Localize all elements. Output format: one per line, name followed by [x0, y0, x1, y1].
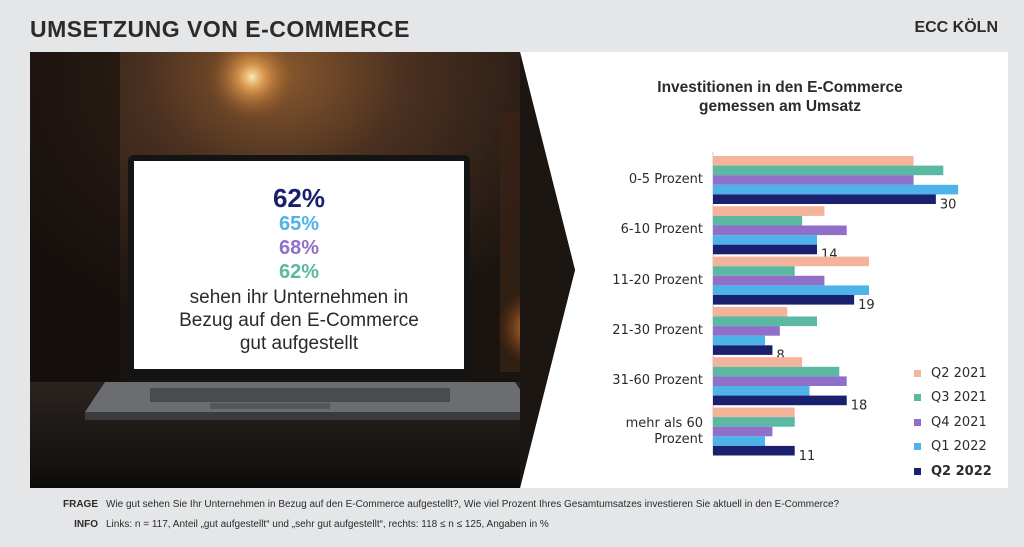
- category-label-line: 31-60 Prozent: [612, 373, 703, 389]
- caption-line: Bezug auf den E-Commerce: [179, 310, 419, 331]
- bar-q3-2021: [713, 215, 803, 226]
- bar-q3-2021: [713, 366, 840, 377]
- caption-line: sehen ihr Unternehmen in: [189, 287, 409, 308]
- legend-swatch: [914, 443, 921, 451]
- frage-text: Wie gut sehen Sie Ihr Unternehmen in Bez…: [106, 498, 840, 510]
- legend-swatch: [914, 394, 921, 402]
- legend-item: Q2 2021: [914, 361, 992, 386]
- category-label: 6-10 Prozent: [621, 222, 703, 238]
- info-key: INFO: [74, 518, 98, 530]
- category-label-line: 21-30 Prozent: [612, 322, 703, 338]
- data-label: 18: [851, 399, 868, 414]
- bar-q1-2022: [713, 235, 817, 245]
- bar-q4-2021: [713, 326, 780, 336]
- stat-q4-2021: 68%: [278, 237, 320, 259]
- legend-label: Q1 2022: [931, 439, 987, 455]
- bar-q4-2021: [713, 275, 825, 286]
- brand-logo: ECC KÖLN: [914, 19, 998, 36]
- bar-q2-2021: [713, 256, 869, 267]
- bar-q3-2021: [713, 316, 817, 327]
- bar-q3-2021: [713, 266, 795, 276]
- bar-q3-2021: [713, 165, 944, 176]
- bar-q3-2021: [713, 417, 795, 427]
- bar-q2-2021: [713, 357, 803, 367]
- bar-q2-2021: [713, 156, 914, 166]
- bar-q2-2022: [713, 395, 847, 406]
- bar-q1-2022: [713, 285, 869, 295]
- footer: FRAGE Wie gut sehen Sie Ihr Unternehmen …: [30, 494, 1008, 534]
- chart-title: Investitionen in den E-Commerce gemessen…: [620, 78, 940, 116]
- stat-q1-2022: 65%: [278, 213, 320, 235]
- screen-caption: sehen ihr Unternehmen in Bezug auf den E…: [134, 286, 464, 355]
- category-label-line: 6-10 Prozent: [620, 222, 703, 238]
- footer-info: INFO Links: n = 117, Anteil „gut aufgest…: [30, 514, 1008, 534]
- category-label: mehr als 60 Prozent: [626, 416, 703, 448]
- data-label: 8: [776, 348, 784, 363]
- legend-item: Q3 2021: [914, 386, 992, 411]
- category-label-line: Prozent: [654, 431, 703, 447]
- legend-swatch: [914, 418, 921, 426]
- data-label: 19: [858, 298, 875, 313]
- caption-line: gut aufgestellt: [239, 333, 359, 354]
- bar-q2-2022: [713, 445, 795, 456]
- laptop-photo: 62% 65% 68% 62% sehen ihr Unternehmen in…: [30, 52, 575, 488]
- bar-q4-2021: [713, 175, 914, 185]
- legend-label: Q2 2021: [931, 365, 987, 381]
- legend-label: Q4 2021: [931, 414, 987, 430]
- bar-q1-2022: [713, 184, 959, 195]
- bar-q4-2021: [713, 376, 847, 386]
- chart-title-line: gemessen am Umsatz: [699, 98, 861, 115]
- category-label: 0-5 Prozent: [629, 172, 703, 188]
- chart-title-line: Investitionen in den E-Commerce: [657, 79, 903, 96]
- page-title: UMSETZUNG VON E-COMMERCE: [30, 16, 410, 42]
- bar-q4-2021: [713, 225, 847, 236]
- legend-swatch: [914, 467, 921, 475]
- legend-swatch: [914, 369, 921, 377]
- bar-q2-2021: [713, 407, 795, 418]
- chart-legend: Q2 2021 Q3 2021 Q4 2021 Q1 2022 Q2 2022: [914, 361, 992, 484]
- bar-q1-2022: [713, 335, 765, 346]
- category-label-line: 11-20 Prozent: [612, 272, 703, 288]
- stat-q3-2021: 62%: [278, 261, 320, 283]
- bar-q2-2021: [713, 306, 788, 317]
- content-panel: 62% 65% 68% 62% sehen ihr Unternehmen in…: [30, 52, 1008, 488]
- data-label: 30: [940, 197, 957, 212]
- bar-q2-2022: [713, 295, 855, 305]
- bar-q4-2021: [713, 426, 773, 437]
- category-label-line: 0-5 Prozent: [628, 172, 703, 187]
- legend-label: Q2 2022: [931, 463, 992, 479]
- bar-q1-2022: [713, 386, 810, 396]
- bar-q2-2021: [713, 206, 825, 216]
- laptop-screen-text: 62% 65% 68% 62% sehen ihr Unternehmen in…: [134, 174, 464, 364]
- bar-q2-2022: [713, 194, 936, 204]
- bar-q2-2022: [713, 244, 817, 255]
- category-labels: 0-5 Prozent 6-10 Prozent 11-20 Prozent 21-3…: [590, 52, 703, 488]
- info-text: Links: n = 117, Anteil „gut aufgestellt“…: [106, 518, 549, 530]
- bar-q1-2022: [713, 436, 765, 446]
- data-label: 11: [799, 449, 816, 464]
- legend-item: Q2 2022: [914, 459, 992, 484]
- legend-item: Q1 2022: [914, 435, 992, 460]
- stat-q2-2022: 62%: [272, 183, 326, 213]
- category-label: 31-60 Prozent: [612, 373, 703, 389]
- footer-question: FRAGE Wie gut sehen Sie Ihr Unternehmen …: [30, 494, 1008, 514]
- legend-label: Q3 2021: [931, 390, 987, 406]
- category-label: 21-30 Prozent: [612, 323, 703, 339]
- category-label-line: mehr als 60: [625, 415, 703, 431]
- bar-q2-2022: [713, 345, 773, 355]
- frage-key: FRAGE: [63, 498, 98, 510]
- category-label: 11-20 Prozent: [612, 273, 703, 289]
- legend-item: Q4 2021: [914, 410, 992, 435]
